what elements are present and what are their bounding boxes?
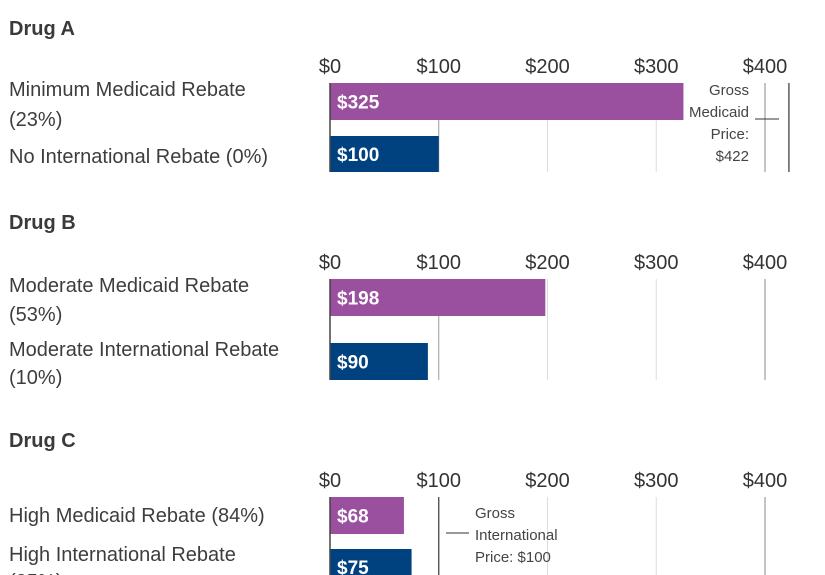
drug-a-category-label: No International Rebate (0%) bbox=[9, 146, 268, 168]
drug-b-tick-label: $100 bbox=[417, 252, 462, 274]
drug-c-category-label: High International Rebate bbox=[9, 544, 236, 566]
drug-b-tick-label: $300 bbox=[634, 252, 679, 274]
drug-c-category-label: (25%) bbox=[9, 571, 62, 575]
drug-c-tick-label: $200 bbox=[525, 470, 570, 492]
drug-a-reference-label: Gross bbox=[709, 82, 749, 99]
drug-b-bar-value-label: $90 bbox=[337, 353, 369, 374]
drug-b-tick-label: $200 bbox=[525, 252, 570, 274]
drug-c-tick-label: $100 bbox=[417, 470, 462, 492]
drug-b-category-label: (10%) bbox=[9, 367, 62, 389]
drug-b-title: Drug B bbox=[9, 212, 76, 234]
drug-a-reference-label: Price: bbox=[711, 126, 749, 143]
drug-c-international-bar bbox=[330, 549, 412, 575]
drug-c-tick-label: $400 bbox=[743, 470, 788, 492]
drug-a-category-label: (23%) bbox=[9, 109, 62, 131]
drug-c-reference-label: Price: $100 bbox=[475, 549, 551, 566]
drug-a-tick-label: $100 bbox=[417, 56, 462, 78]
drug-a-reference-label: Medicaid bbox=[689, 104, 749, 121]
drug-c-category-label: High Medicaid Rebate (84%) bbox=[9, 505, 265, 527]
drug-b-category-label: (53%) bbox=[9, 304, 62, 326]
drug-b-category-label: Moderate International Rebate bbox=[9, 339, 279, 361]
drug-c-reference-label: International bbox=[475, 527, 558, 544]
drug-a-medicaid-bar bbox=[330, 83, 684, 120]
drug-b-bar-value-label: $198 bbox=[337, 289, 379, 310]
drug-a-bar-value-label: $325 bbox=[337, 93, 380, 114]
drug-c-reference-label: Gross bbox=[475, 505, 515, 522]
drug-c-bar-value-label: $75 bbox=[337, 558, 369, 575]
drug-a-reference-label: $422 bbox=[716, 148, 749, 165]
drug-a-tick-label: $0 bbox=[319, 56, 341, 78]
drug-c-tick-label: $300 bbox=[634, 470, 679, 492]
drug-b-medicaid-bar bbox=[330, 279, 546, 316]
drug-c-tick-label: $0 bbox=[319, 470, 341, 492]
drug-c-bar-value-label: $68 bbox=[337, 507, 369, 528]
drug-b-category-label: Moderate Medicaid Rebate bbox=[9, 275, 249, 297]
drug-a-category-label: Minimum Medicaid Rebate bbox=[9, 79, 246, 101]
drug-b-tick-label: $0 bbox=[319, 252, 341, 274]
drug-a-bar-value-label: $100 bbox=[337, 145, 379, 166]
drug-a-tick-label: $400 bbox=[743, 56, 788, 78]
drug-b-tick-label: $400 bbox=[743, 252, 788, 274]
drug-c-title: Drug C bbox=[9, 430, 76, 452]
drug-a-title: Drug A bbox=[9, 18, 75, 40]
drug-b-international-bar bbox=[330, 343, 428, 380]
drug-a-international-bar bbox=[330, 136, 439, 172]
drug-a-tick-label: $300 bbox=[634, 56, 679, 78]
drug-a-tick-label: $200 bbox=[525, 56, 570, 78]
drug-c-medicaid-bar bbox=[330, 497, 404, 534]
